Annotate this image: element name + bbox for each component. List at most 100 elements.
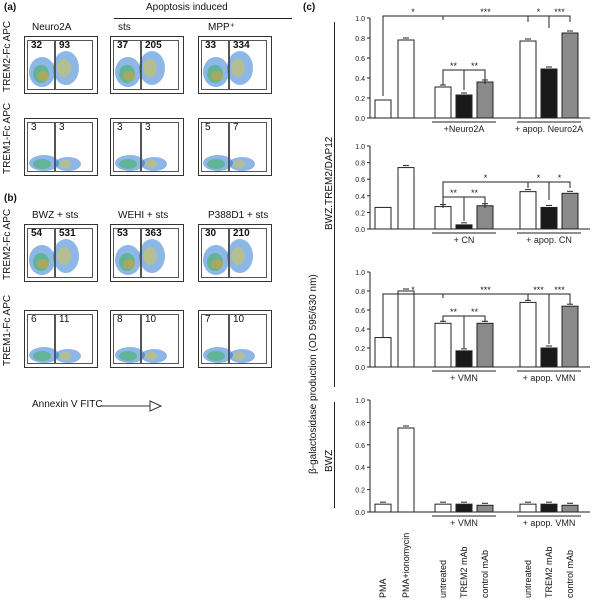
- gate-value-right: 11: [59, 314, 70, 325]
- y-tick-label: 0.8: [355, 161, 365, 168]
- scatter-cloud: [231, 59, 245, 77]
- group-label: + apop. VMN: [523, 518, 576, 528]
- flow-column-title: Neuro2A: [32, 22, 72, 33]
- gate-value-left: 3: [117, 122, 123, 133]
- y-tick-label: 0.8: [355, 36, 365, 43]
- y-tick-label: 0.2: [355, 96, 365, 103]
- flow-plot: 32 93: [24, 36, 98, 94]
- category-label: PMA+ionomycin: [401, 532, 411, 598]
- bar: [476, 504, 494, 513]
- significance-bracket: [548, 181, 571, 200]
- bar: [455, 224, 473, 230]
- y-tick-label: 0.0: [355, 116, 365, 123]
- significance-label: ***: [480, 285, 491, 295]
- gate-right: [55, 228, 93, 278]
- gate-left: [113, 314, 141, 364]
- scatter-cloud: [231, 247, 245, 265]
- gate-value-left: 53: [117, 228, 129, 239]
- bar: [476, 205, 494, 230]
- category-label: untreated: [438, 559, 448, 598]
- category-label: TREM2 mAb: [544, 546, 554, 598]
- group-label: + CN: [454, 235, 475, 245]
- flow-plot: 7 10: [198, 310, 272, 368]
- gate-right: [55, 122, 93, 172]
- gate-value-right: 363: [145, 228, 162, 239]
- gate-value-right: 3: [145, 122, 151, 133]
- bar: [476, 81, 494, 119]
- significance-label: *: [411, 285, 415, 295]
- scatter-cloud: [33, 159, 51, 169]
- significance-label: *: [411, 7, 415, 17]
- significance-bracket: [463, 315, 486, 348]
- scatter-cloud: [207, 159, 225, 169]
- flow-column-title: sts: [118, 22, 131, 33]
- flow-plot: 8 10: [110, 310, 184, 368]
- y-tick-label: 0.8: [355, 289, 365, 296]
- scatter-cloud: [211, 259, 223, 269]
- bar: [519, 191, 537, 230]
- gate-value-right: 334: [233, 40, 250, 51]
- gate-left: [113, 228, 141, 278]
- gate-left: [27, 314, 55, 364]
- bar: [540, 503, 558, 513]
- bar: [374, 337, 392, 368]
- y-tick-label: 1.0: [355, 270, 365, 277]
- significance-label: *: [537, 173, 541, 183]
- apoptosis-header-line: [114, 18, 292, 19]
- gate-right: [229, 122, 267, 172]
- category-label: control mAb: [565, 549, 575, 598]
- scatter-cloud: [233, 160, 245, 168]
- y-tick-label: 0.0: [355, 365, 365, 372]
- bar: [374, 503, 392, 513]
- gate-left: [201, 314, 229, 364]
- bracket-bwz: [334, 402, 335, 508]
- bar: [561, 305, 579, 368]
- scatter-cloud: [145, 352, 157, 360]
- y-tick-label: 0.2: [355, 488, 365, 495]
- gate-value-right: 205: [145, 40, 162, 51]
- bracket-trem2: [334, 22, 335, 387]
- flow-column-title: MPP⁺: [208, 22, 235, 33]
- y-tick-label: 1.0: [355, 398, 365, 405]
- gate-value-left: 30: [205, 228, 217, 239]
- scatter-cloud: [119, 351, 137, 361]
- gate-left: [113, 40, 141, 90]
- bar: [455, 503, 473, 513]
- gate-left: [201, 122, 229, 172]
- gate-value-left: 8: [117, 314, 123, 325]
- gate-right: [141, 40, 179, 90]
- significance-label: *: [558, 173, 562, 183]
- gate-right: [141, 122, 179, 172]
- gate-value-right: 7: [233, 122, 239, 133]
- bar: [519, 301, 537, 368]
- gate-left: [27, 122, 55, 172]
- scatter-cloud: [123, 259, 135, 269]
- y-tick-label: 0.4: [355, 327, 365, 334]
- gate-value-right: 210: [233, 228, 250, 239]
- flow-plot: 53 363: [110, 224, 184, 282]
- apoptosis-header: Apoptosis induced: [146, 2, 228, 13]
- gate-value-left: 33: [205, 40, 217, 51]
- flow-column-title: P388D1 + sts: [208, 210, 269, 221]
- bar: [519, 40, 537, 119]
- significance-label: ***: [480, 7, 491, 17]
- bar: [374, 206, 392, 230]
- significance-bracket: [463, 69, 486, 90]
- scatter-cloud: [37, 259, 49, 269]
- gate-value-left: 6: [31, 314, 37, 325]
- bar: [540, 347, 558, 368]
- gate-left: [113, 122, 141, 172]
- gate-value-left: 54: [31, 228, 43, 239]
- category-label: PMA: [378, 578, 388, 598]
- bar: [397, 290, 415, 368]
- y-tick-label: 0.0: [355, 510, 365, 517]
- group-label: + VMN: [450, 373, 478, 383]
- significance-label: *: [537, 7, 541, 17]
- scatter-cloud: [207, 351, 225, 361]
- significance-label: **: [471, 61, 479, 71]
- y-tick-label: 0.4: [355, 76, 365, 83]
- bar: [540, 68, 558, 119]
